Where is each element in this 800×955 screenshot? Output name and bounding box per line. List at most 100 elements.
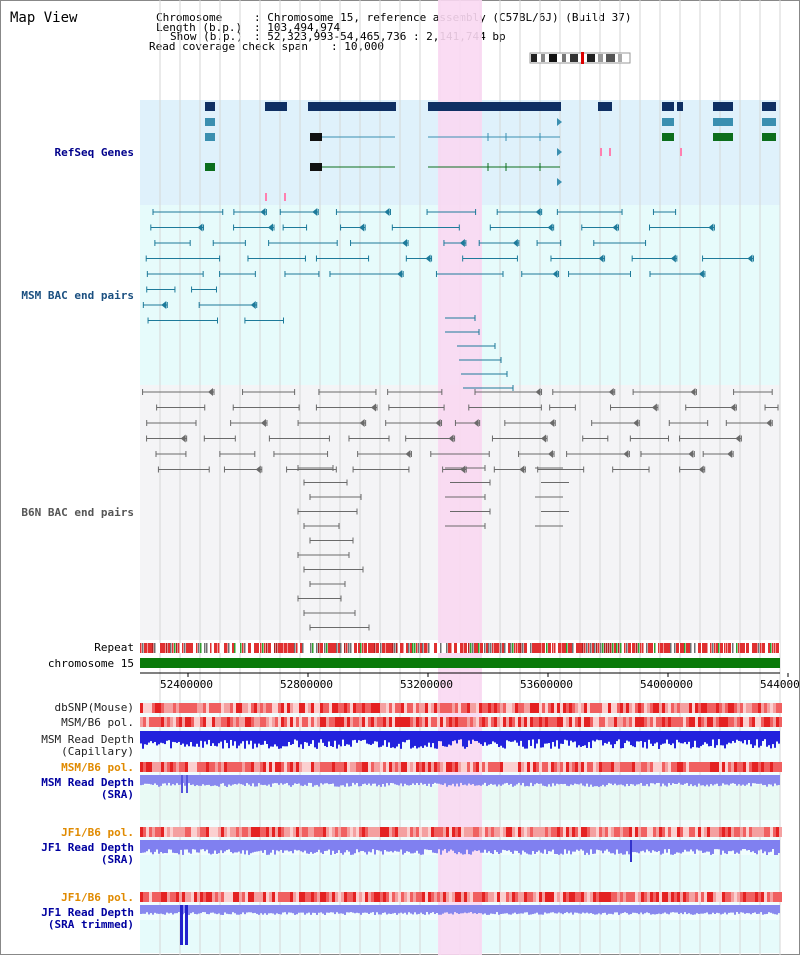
- depth-bar: [196, 840, 198, 853]
- heat-cell: [401, 762, 404, 772]
- depth-bar: [422, 905, 424, 915]
- heat-cell: [635, 703, 638, 713]
- repeat-element: [502, 643, 505, 653]
- heat-cell: [197, 762, 200, 772]
- heat-cell: [527, 892, 530, 902]
- heat-cell: [746, 892, 749, 902]
- repeat-element: [488, 643, 490, 653]
- heat-cell: [455, 892, 458, 902]
- depth-bar: [230, 840, 232, 852]
- repeat-element: [694, 643, 696, 653]
- heat-cell: [209, 717, 212, 727]
- depth-bar: [372, 731, 374, 744]
- depth-bar: [510, 905, 512, 915]
- heat-cell: [173, 717, 176, 727]
- depth-bar: [242, 905, 244, 913]
- heat-cell: [368, 892, 371, 902]
- heat-cell: [308, 703, 311, 713]
- depth-bar: [522, 775, 524, 783]
- depth-bar: [562, 731, 564, 744]
- repeat-element: [510, 643, 512, 653]
- depth-bar: [596, 731, 598, 740]
- depth-bar: [612, 905, 614, 915]
- heat-cell: [203, 717, 206, 727]
- heat-cell: [194, 762, 197, 772]
- heat-cell: [596, 762, 599, 772]
- depth-bar: [574, 775, 576, 784]
- depth-bar: [500, 775, 502, 786]
- repeat-element: [260, 643, 262, 653]
- depth-bar: [514, 840, 516, 851]
- heat-cell: [365, 703, 368, 713]
- depth-bar: [516, 905, 518, 915]
- depth-bar: [220, 905, 222, 915]
- depth-bar: [730, 840, 732, 852]
- heat-cell: [515, 762, 518, 772]
- heat-cell: [245, 762, 248, 772]
- bac-arrow: [651, 403, 657, 412]
- depth-bar: [332, 905, 334, 913]
- depth-bar: [440, 731, 442, 742]
- depth-bar: [668, 840, 670, 850]
- depth-bar: [558, 840, 560, 855]
- repeat-element: [446, 643, 448, 653]
- heat-cell: [560, 717, 563, 727]
- bac-arrow: [402, 239, 408, 247]
- heat-cell: [659, 717, 662, 727]
- depth-bar: [504, 731, 506, 749]
- depth-bar: [574, 731, 576, 742]
- heat-cell: [281, 827, 284, 837]
- heat-cell: [500, 892, 503, 902]
- heat-cell: [626, 762, 629, 772]
- depth-bar: [184, 840, 186, 850]
- heat-cell: [578, 827, 581, 837]
- heat-cell: [659, 703, 662, 713]
- heat-cell: [275, 892, 278, 902]
- heat-cell: [251, 827, 254, 837]
- heat-cell: [404, 703, 407, 713]
- depth-bar: [418, 840, 420, 854]
- label-jf1-trim-1: JF1 Read Depth: [41, 906, 134, 919]
- heat-cell: [206, 892, 209, 902]
- depth-bar: [582, 905, 584, 913]
- depth-bar: [510, 775, 512, 784]
- heat-cell: [668, 762, 671, 772]
- depth-bar: [626, 731, 628, 741]
- heat-cell: [752, 762, 755, 772]
- heat-cell: [386, 762, 389, 772]
- depth-bar: [324, 840, 326, 852]
- depth-bar: [726, 775, 728, 785]
- heat-cell: [512, 717, 515, 727]
- depth-bar: [774, 731, 776, 748]
- depth-bar: [394, 840, 396, 851]
- heat-cell: [290, 703, 293, 713]
- repeat-element: [434, 643, 437, 653]
- repeat-element: [570, 643, 573, 653]
- repeat-element: [300, 643, 303, 653]
- heat-cell: [227, 827, 230, 837]
- heat-cell: [662, 827, 665, 837]
- repeat-element: [334, 643, 337, 653]
- depth-bar: [266, 731, 268, 745]
- heat-cell: [686, 762, 689, 772]
- depth-bar: [732, 775, 734, 784]
- bac-arrow: [267, 223, 273, 232]
- heat-cell: [302, 703, 305, 713]
- depth-bar: [160, 775, 162, 786]
- repeat-element: [184, 643, 186, 653]
- repeat-element: [340, 643, 342, 653]
- heat-cell: [518, 717, 521, 727]
- heat-cell: [152, 827, 155, 837]
- depth-bar: [390, 775, 392, 784]
- depth-bar: [488, 775, 490, 785]
- depth-bar: [736, 840, 738, 853]
- depth-bar: [340, 775, 342, 786]
- repeat-element: [618, 643, 620, 653]
- depth-bar: [636, 775, 638, 785]
- depth-bar: [674, 731, 676, 749]
- depth-bar: [632, 840, 634, 853]
- repeat-element: [228, 643, 230, 653]
- heat-cell: [248, 827, 251, 837]
- depth-bar: [692, 731, 694, 748]
